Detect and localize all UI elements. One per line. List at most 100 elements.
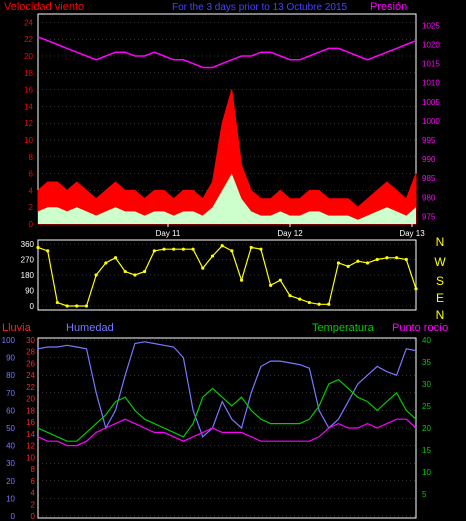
label-dewpoint: Punto rocío xyxy=(392,322,448,334)
rain-tick-label: 8 xyxy=(31,465,36,474)
day-label: Day 12 xyxy=(277,229,303,238)
label-rain: Lluvia xyxy=(2,322,32,334)
temperature-tick-label: 20 xyxy=(422,424,431,433)
temperature-tick-label: 15 xyxy=(422,446,431,455)
direction-point xyxy=(181,247,185,251)
humidity-tick-label: 90 xyxy=(6,354,15,363)
right-tick-label: 990 xyxy=(422,155,436,164)
direction-point xyxy=(84,304,89,308)
direction-tick-label: 270 xyxy=(21,256,35,265)
day-label: Day 13 xyxy=(399,229,425,238)
direction-point xyxy=(94,273,98,277)
left-tick-label: 18 xyxy=(24,69,33,78)
direction-point xyxy=(298,297,302,301)
temperature-tick-label: 5 xyxy=(422,490,427,499)
direction-point xyxy=(75,304,79,308)
gust-area xyxy=(37,89,417,225)
temperature-tick-label: 10 xyxy=(422,468,431,477)
temperature-tick-label: 35 xyxy=(422,358,431,367)
direction-point xyxy=(162,247,166,251)
direction-point xyxy=(143,269,147,274)
humidity-tick-label: 40 xyxy=(6,442,15,451)
right-tick-label: 1015 xyxy=(422,60,440,69)
left-tick-label: 20 xyxy=(24,52,33,61)
direction-point xyxy=(385,256,389,260)
left-tick-label: 2 xyxy=(29,203,34,212)
left-tick-label: 10 xyxy=(24,136,33,145)
humidity-tick-label: 80 xyxy=(6,371,15,380)
right-tick-label: 1000 xyxy=(422,117,440,126)
direction-point xyxy=(201,266,205,270)
humidity-tick-label: 70 xyxy=(6,389,15,398)
right-tick-label: 975 xyxy=(422,212,436,221)
direction-point xyxy=(269,283,273,287)
rain-tick-label: 30 xyxy=(26,336,35,345)
wind-pressure-plot: 0246810121416182022249759809859909951000… xyxy=(24,18,440,238)
dewpoint-line xyxy=(37,418,417,447)
direction-point xyxy=(336,261,341,265)
direction-point xyxy=(104,261,108,265)
direction-point xyxy=(327,302,331,306)
humidity-tick-label: 100 xyxy=(2,336,16,345)
direction-point xyxy=(288,294,292,298)
left-tick-label: 8 xyxy=(29,153,34,162)
temperature-tick-label: 30 xyxy=(422,380,431,389)
direction-point xyxy=(249,245,253,250)
left-tick-label: 16 xyxy=(24,86,33,95)
direction-point xyxy=(65,304,69,308)
rain-tick-label: 20 xyxy=(26,395,35,404)
rain-tick-label: 12 xyxy=(26,442,35,451)
direction-point xyxy=(172,247,176,251)
compass-label: N xyxy=(436,235,445,249)
direction-tick-label: 360 xyxy=(21,240,35,249)
direction-point xyxy=(356,259,360,263)
direction-point xyxy=(220,244,224,248)
direction-line xyxy=(37,244,417,307)
compass-label: E xyxy=(436,291,444,305)
rain-tick-label: 24 xyxy=(26,371,35,380)
direction-point xyxy=(317,302,321,306)
right-tick-label: 995 xyxy=(422,136,436,145)
left-tick-label: 6 xyxy=(29,170,34,179)
humidity-tick-label: 10 xyxy=(6,494,15,503)
average-wind-area xyxy=(38,173,416,224)
pressure-line xyxy=(37,36,417,69)
rain-tick-label: 4 xyxy=(31,489,36,498)
temperature-tick-label: 40 xyxy=(422,336,431,345)
direction-point xyxy=(278,278,282,282)
humidity-tick-label: 20 xyxy=(6,477,15,486)
rain-tick-label: 0 xyxy=(31,512,36,521)
header-left: Velocidad viento xyxy=(4,1,84,13)
direction-point xyxy=(395,256,399,260)
label-humidity: Humedad xyxy=(66,322,114,334)
header-center: For the 3 days prior to 13 Octubre 2015 xyxy=(172,2,348,13)
day-label: Day 11 xyxy=(156,229,181,238)
right-tick-label: 985 xyxy=(422,174,436,183)
rain-tick-label: 2 xyxy=(31,500,36,509)
rain-tick-label: 6 xyxy=(31,477,36,486)
direction-point xyxy=(365,261,370,265)
direction-point xyxy=(346,264,350,268)
direction-point xyxy=(46,249,50,253)
direction-point xyxy=(210,254,215,258)
left-tick-label: 22 xyxy=(24,35,33,44)
right-tick-label: 1020 xyxy=(422,41,440,50)
direction-point xyxy=(152,249,156,253)
direction-point xyxy=(113,256,118,260)
compass-label: N xyxy=(436,308,445,322)
direction-tick-label: 90 xyxy=(25,287,34,296)
right-tick-label: 1025 xyxy=(422,21,440,30)
rain-tick-label: 18 xyxy=(26,406,35,415)
direction-point xyxy=(191,247,195,251)
direction-point xyxy=(259,247,263,251)
direction-point xyxy=(404,257,408,262)
humidity-tick-label: 0 xyxy=(11,512,16,521)
left-tick-label: 12 xyxy=(24,119,33,128)
direction-point xyxy=(307,300,311,305)
left-tick-label: 24 xyxy=(24,18,33,27)
humidity-temperature-plot: 1009080706050403020100302826242220181614… xyxy=(2,336,432,521)
rain-tick-label: 28 xyxy=(26,348,35,357)
direction-point xyxy=(55,300,59,305)
